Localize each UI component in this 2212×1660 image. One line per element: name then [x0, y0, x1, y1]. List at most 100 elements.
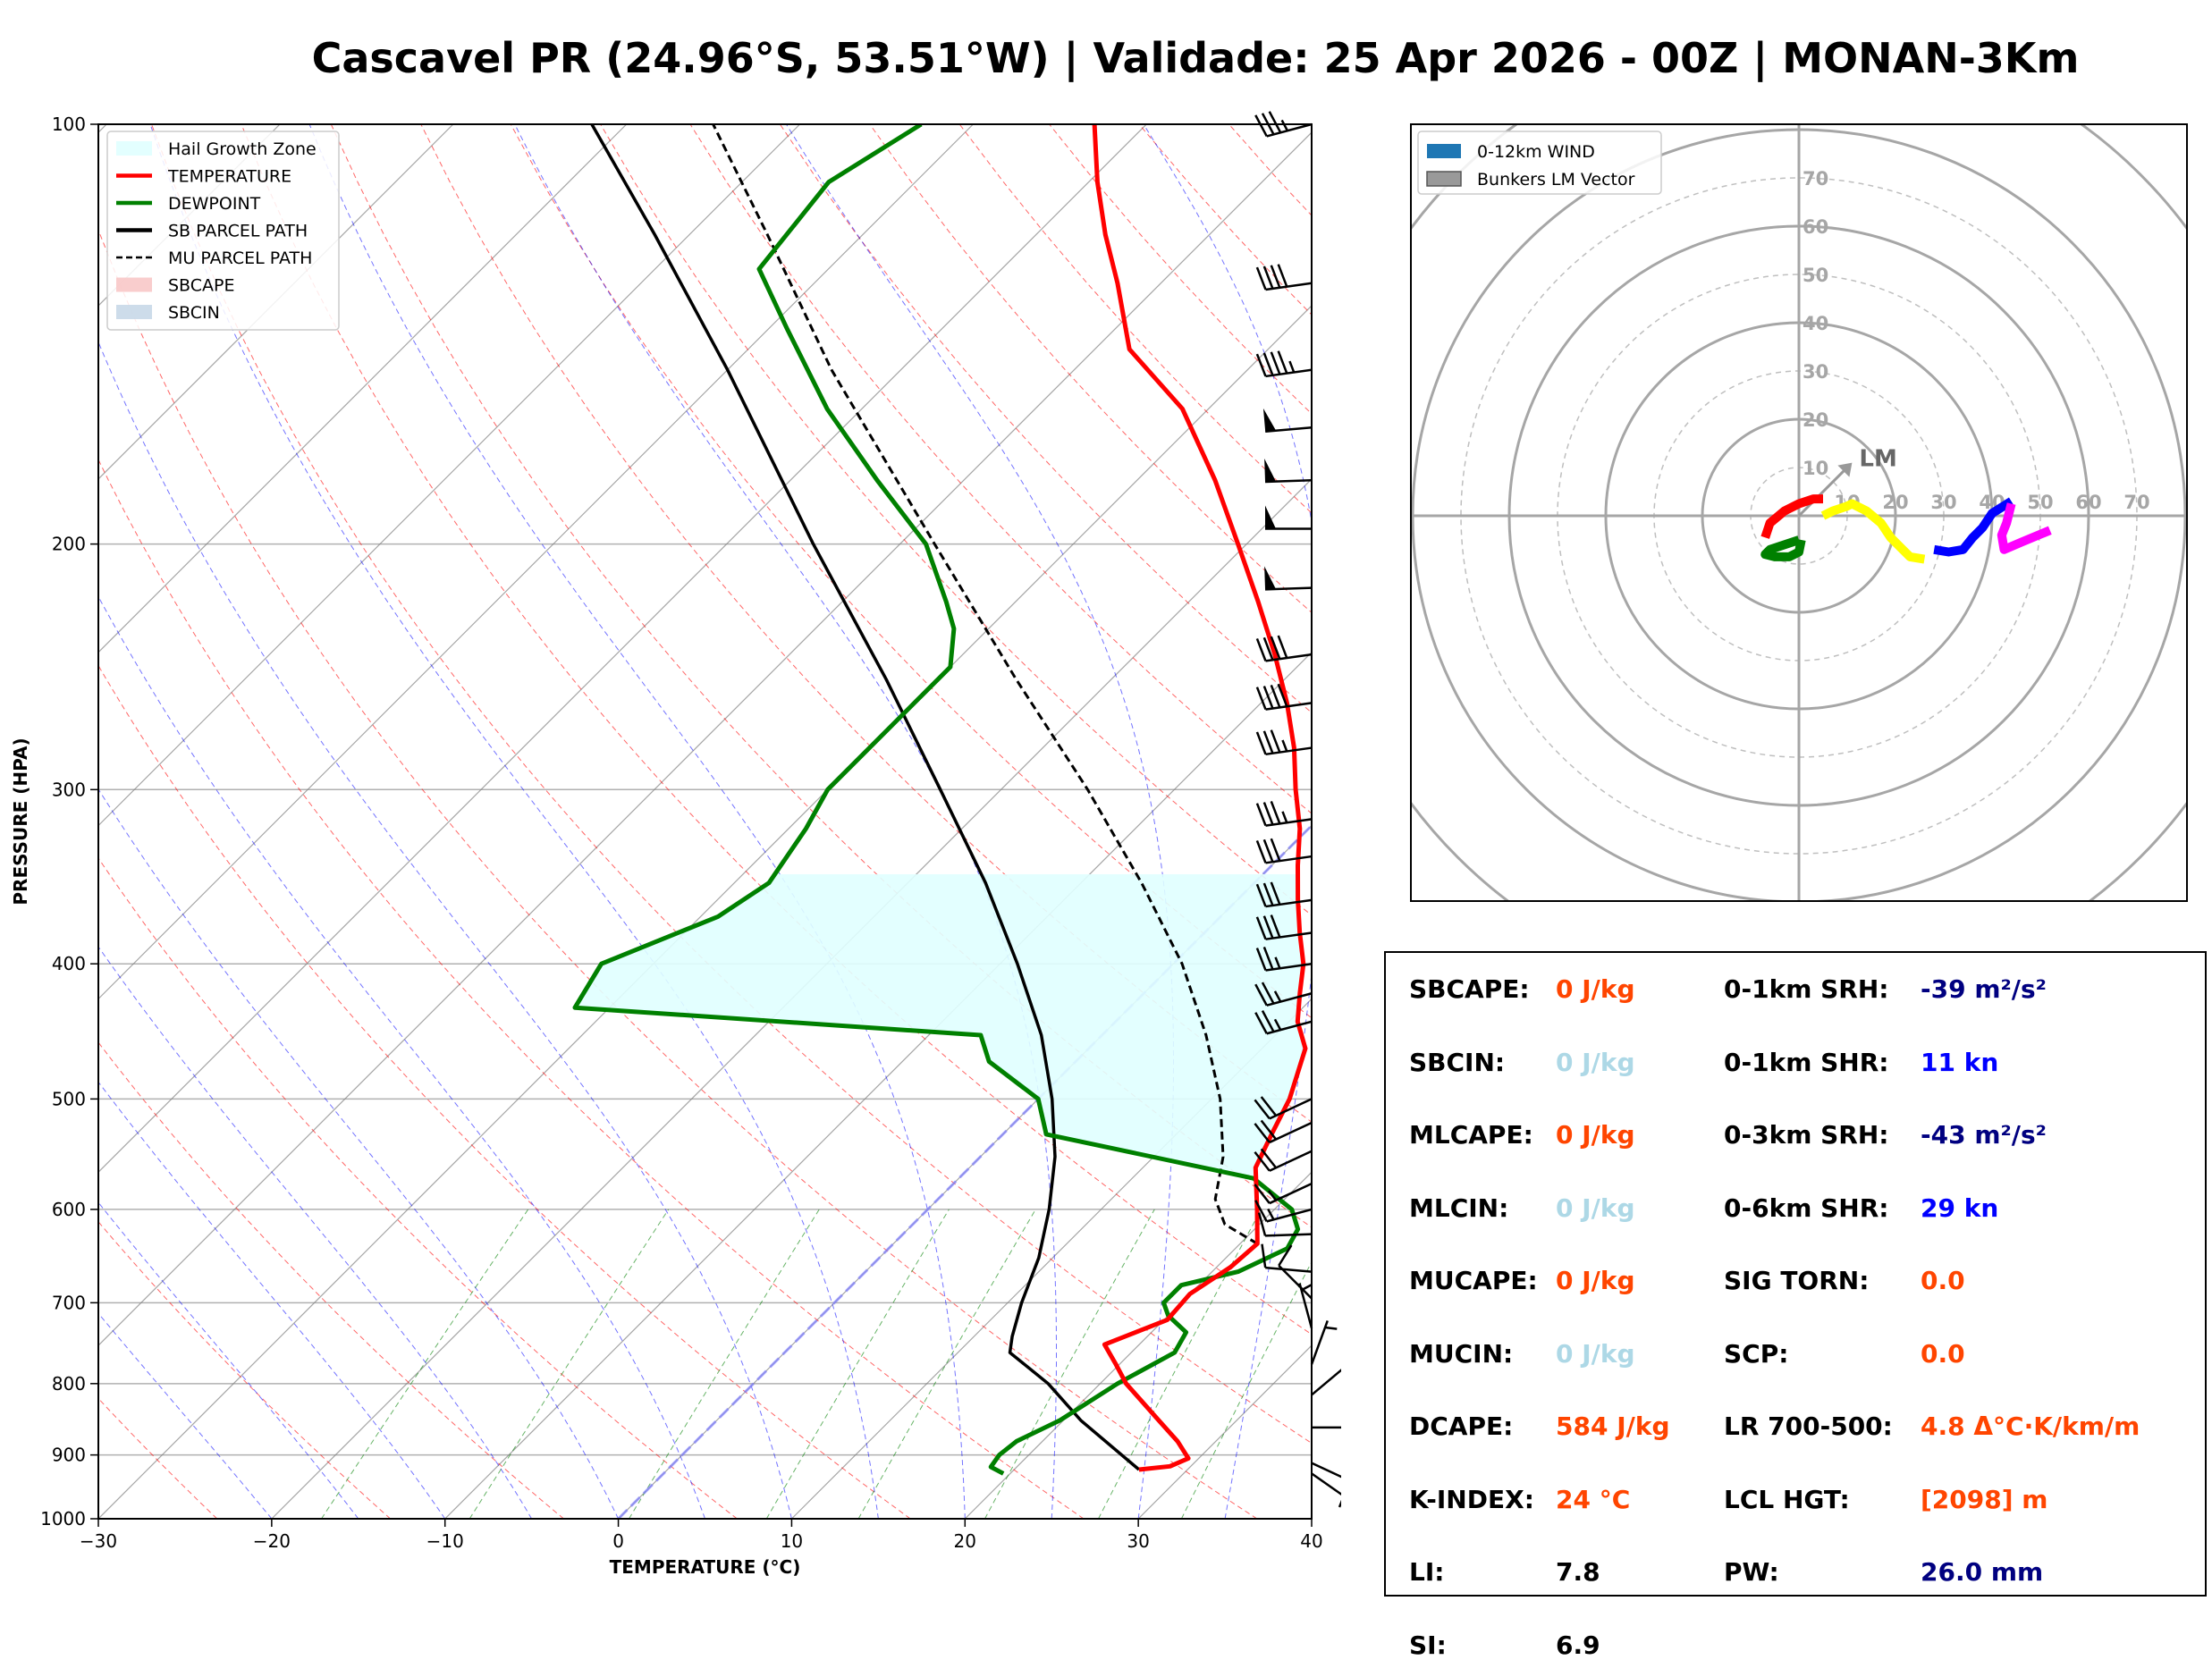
barb-full	[1262, 352, 1274, 376]
barb-full	[1255, 839, 1267, 864]
barb-full	[1260, 1148, 1278, 1169]
barb-staff	[1298, 1283, 1313, 1329]
hodo-major-ring	[1604, 321, 1994, 711]
wind-barb	[1255, 350, 1313, 378]
barb-staff	[1265, 368, 1313, 378]
dry-adiabat-line	[1319, 124, 1341, 1519]
y-tick-label: 400	[52, 953, 86, 974]
hodo-major-ring	[1411, 124, 2187, 901]
index-value: 0.0	[1921, 1338, 1965, 1369]
barb-staff	[1310, 1320, 1329, 1365]
wind-barb	[1311, 1369, 1341, 1396]
barb-staff	[1264, 586, 1313, 591]
wind-barb	[1255, 801, 1313, 827]
barb-staff	[1269, 1150, 1313, 1172]
hodo-minor-ring	[1750, 467, 1848, 565]
isotherm-line	[98, 124, 454, 480]
hodo-legend-swatch	[1426, 171, 1462, 187]
hodo-minor-ring	[1605, 322, 1993, 710]
barb-full	[1254, 1200, 1268, 1222]
barb-half	[1267, 1190, 1278, 1201]
y-tick-label: 600	[52, 1199, 86, 1220]
hodograph-trace-segment	[1820, 499, 1926, 564]
barb-full	[1255, 948, 1267, 971]
mixing-ratio-line	[469, 1209, 670, 1519]
barb-full	[1262, 838, 1274, 863]
index-label: 0-1km SRH:	[1724, 974, 1889, 1004]
hodo-legend-label: 0-12km WIND	[1477, 142, 1595, 162]
dry-adiabat-line	[689, 124, 1312, 814]
isotherm-line	[98, 124, 628, 653]
barb-half	[1324, 1326, 1338, 1330]
page-title: Cascavel PR (24.96°S, 53.51°W) | Validad…	[311, 34, 2080, 82]
index-label: K-INDEX:	[1409, 1484, 1534, 1514]
barb-staff	[1269, 1098, 1313, 1120]
barb-full	[1260, 1119, 1278, 1141]
barb-staff	[1266, 1208, 1313, 1223]
hail-growth-zone-fill	[576, 874, 1305, 1184]
barb-half	[1281, 739, 1288, 752]
index-label: LCL HGT:	[1724, 1484, 1850, 1514]
wind-barb	[1254, 1182, 1313, 1205]
index-label: LI:	[1409, 1557, 1445, 1587]
x-tick-label: −10	[426, 1530, 464, 1552]
barb-full	[1268, 111, 1282, 133]
barb-half	[1274, 956, 1281, 969]
hodo-ring-label: 10	[1803, 458, 1828, 479]
wind-barb	[1255, 914, 1313, 940]
dry-adiabat-line	[510, 124, 1312, 1019]
moist-adiabat-line	[98, 595, 705, 1519]
legend-label: SBCIN	[168, 303, 220, 323]
wind-barb	[1261, 1243, 1313, 1273]
wind-barb	[1255, 838, 1313, 864]
barb-flag	[1264, 459, 1277, 483]
hodo-ring-label: 10	[1834, 492, 1860, 513]
wind-barb	[1254, 1010, 1313, 1035]
index-label: PW:	[1724, 1557, 1779, 1587]
sb-parcel-path-line	[590, 124, 1141, 1471]
index-label: SBCAPE:	[1409, 974, 1530, 1004]
barb-full	[1262, 882, 1274, 906]
barb-full	[1254, 1099, 1271, 1120]
index-value: 0 J/kg	[1556, 1266, 1635, 1295]
barb-staff	[1278, 1264, 1313, 1300]
barb-staff	[1265, 653, 1313, 662]
wind-barb	[1255, 264, 1313, 291]
barb-staff	[1264, 478, 1313, 484]
hodo-ring-label: 60	[2075, 492, 2101, 513]
index-value: 6.9	[1556, 1630, 1600, 1660]
index-value: -39 m²/s²	[1921, 974, 2047, 1004]
isotherm-line	[98, 124, 800, 827]
y-tick-label: 100	[52, 114, 86, 135]
hodo-ring-label: 20	[1803, 409, 1828, 431]
barb-full	[1254, 114, 1268, 138]
barb-full	[1262, 636, 1274, 661]
isotherm-line	[618, 824, 1312, 1519]
barb-full	[1254, 1123, 1271, 1143]
hodo-ring-label: 40	[1803, 313, 1828, 334]
x-tick-label: 40	[1300, 1530, 1322, 1552]
barb-full	[1277, 683, 1288, 707]
isotherm-line	[98, 305, 1312, 1519]
dry-adiabat-line	[98, 1221, 391, 1519]
dry-adiabat-line	[420, 124, 1312, 1123]
barb-staff	[1311, 1369, 1341, 1396]
hodo-legend-label: Bunkers LM Vector	[1477, 170, 1635, 190]
barb-full	[1262, 730, 1274, 754]
index-value: 0 J/kg	[1556, 1338, 1635, 1369]
wind-barb	[1254, 982, 1313, 1007]
barb-staff	[1311, 1462, 1341, 1479]
index-label: SCP:	[1724, 1338, 1789, 1369]
hodo-ring-label: 60	[1803, 216, 1828, 238]
barb-full	[1262, 915, 1274, 940]
barb-half	[1280, 119, 1289, 131]
index-label: MLCIN:	[1409, 1192, 1509, 1223]
mixing-ratio-line	[1180, 1260, 1312, 1519]
index-value: 29 kn	[1921, 1192, 1999, 1223]
index-value: 0 J/kg	[1556, 1120, 1635, 1150]
y-tick-label: 300	[52, 779, 86, 800]
hodograph-frame	[1410, 123, 2188, 902]
index-label: 0-1km SHR:	[1724, 1047, 1889, 1077]
moist-adiabat-line	[514, 124, 1057, 1519]
barb-staff	[1265, 426, 1313, 434]
